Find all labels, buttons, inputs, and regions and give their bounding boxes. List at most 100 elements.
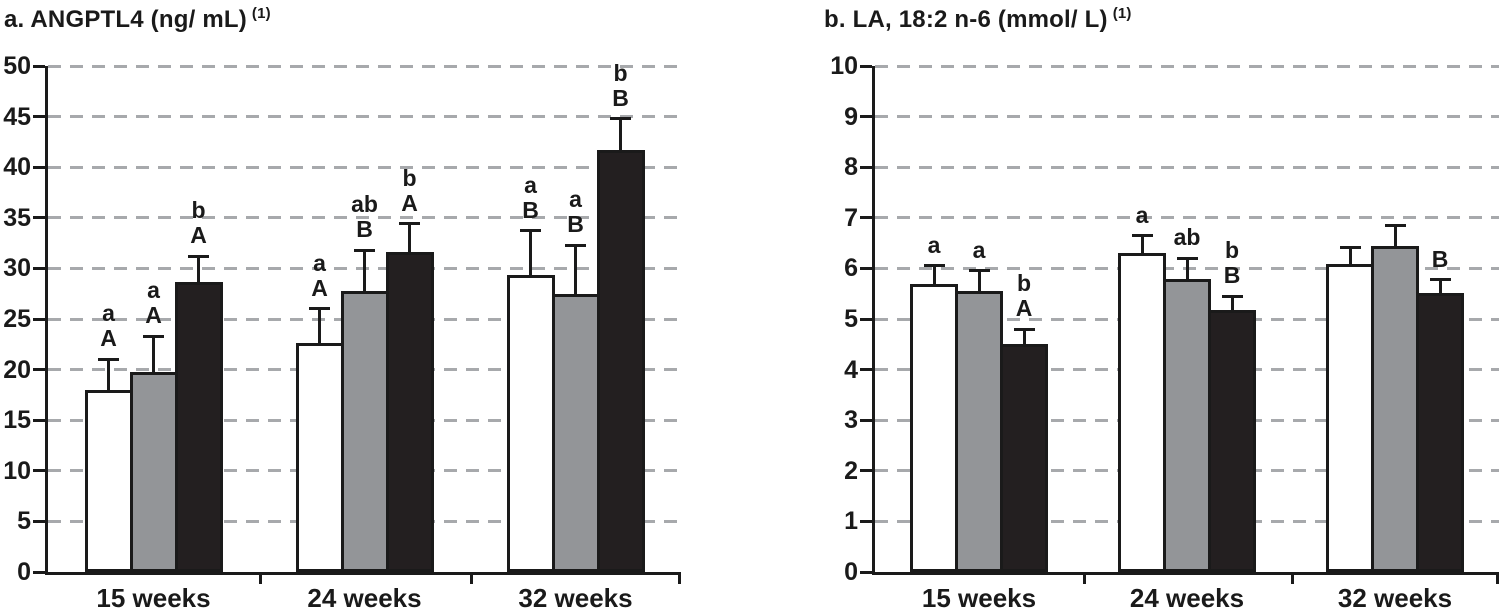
x-axis-label-32-weeks: 32 weeks xyxy=(1337,583,1453,613)
error-bar xyxy=(529,230,532,276)
error-bar-cap xyxy=(1429,278,1451,282)
y-axis-label: 50 xyxy=(3,52,31,80)
error-bar-cap xyxy=(1339,245,1361,249)
x-axis-label-24-weeks: 24 weeks xyxy=(307,583,422,613)
y-axis-tick xyxy=(33,570,45,574)
plot-area-la: 0 1 2 3 4 5 6 7 8 9 10 15 weeks a a b A 24 weeks a ab b B 32 … xyxy=(830,52,1499,613)
y-axis-tick xyxy=(860,418,872,422)
y-axis-label: 1 xyxy=(844,507,858,536)
gridline xyxy=(875,64,1499,68)
chart-title-text: b. LA, 18:2 n-6 (mmol/ L) xyxy=(824,6,1108,33)
y-axis-label: 35 xyxy=(3,203,31,232)
error-bar xyxy=(152,336,155,372)
bar-grey-bar-32-weeks xyxy=(551,293,600,572)
y-axis-tick xyxy=(860,570,872,574)
y-axis-tick xyxy=(860,317,872,321)
x-axis-tick xyxy=(470,575,473,584)
error-bar-cap xyxy=(1384,223,1406,227)
gridline xyxy=(875,115,1499,119)
gridline xyxy=(48,115,681,119)
error-bar-cap xyxy=(1013,327,1035,331)
y-axis-label: 6 xyxy=(844,254,858,283)
error-bar-cap xyxy=(399,222,420,226)
y-axis-label: 45 xyxy=(3,102,31,131)
bar-black-bar-15-weeks xyxy=(1000,344,1048,572)
x-axis-label-15-weeks: 15 weeks xyxy=(96,583,211,613)
x-axis-tick xyxy=(678,575,681,584)
gridline xyxy=(875,165,1499,169)
error-bar xyxy=(1348,247,1352,265)
gridline xyxy=(48,216,681,220)
gridline xyxy=(48,165,681,169)
bar-white-bar-32-weeks xyxy=(506,275,555,572)
y-axis-label: 10 xyxy=(830,52,858,80)
error-bar xyxy=(408,223,411,253)
y-axis-label: 0 xyxy=(844,558,858,586)
y-axis-label: 25 xyxy=(3,305,31,333)
error-bar-cap xyxy=(968,269,990,273)
bar-white-bar-15-weeks xyxy=(84,389,133,572)
y-axis-tick xyxy=(860,165,872,169)
bar-white-bar-32-weeks xyxy=(1326,264,1374,572)
y-axis-tick xyxy=(33,64,45,68)
x-axis-tick xyxy=(1083,575,1086,584)
y-axis-label: 9 xyxy=(844,102,858,131)
chart-title-angptl4: a. ANGPTL4 (ng/ mL) (1) xyxy=(4,5,271,34)
y-axis-label: 8 xyxy=(844,153,858,182)
y-axis-tick xyxy=(860,216,872,220)
error-bar-cap xyxy=(565,243,586,247)
error-bar xyxy=(107,359,110,390)
error-bar xyxy=(197,256,200,282)
error-bar xyxy=(1185,258,1189,279)
bar-black-bar-24-weeks xyxy=(1208,309,1256,572)
y-axis-tick xyxy=(33,519,45,523)
error-bar xyxy=(1393,225,1397,246)
bar-grey-bar-24-weeks xyxy=(1163,278,1211,572)
bar-grey-bar-24-weeks xyxy=(340,290,389,572)
error-bar-cap xyxy=(610,117,631,121)
error-bar xyxy=(977,270,981,292)
error-bar xyxy=(363,250,366,291)
error-bar-cap xyxy=(1176,256,1198,260)
significance-label: a xyxy=(972,236,986,263)
error-bar-cap xyxy=(354,248,375,252)
y-axis-tick xyxy=(33,266,45,270)
x-axis-tick xyxy=(259,575,262,584)
y-axis-tick xyxy=(860,519,872,523)
y-axis-label: 3 xyxy=(844,406,858,435)
bar-white-bar-24-weeks xyxy=(295,343,344,572)
bar-black-bar-32-weeks xyxy=(596,149,645,572)
plot-area-angptl4: 0 5 10 15 20 25 30 35 40 45 50 15 weeks a A a A b A 24 wee… xyxy=(3,52,681,613)
gridline xyxy=(48,64,681,68)
y-axis-label: 5 xyxy=(17,507,31,536)
x-axis-tick xyxy=(1291,575,1294,584)
bar-grey-bar-32-weeks xyxy=(1371,245,1419,572)
y-axis-label: 15 xyxy=(3,406,31,435)
y-axis-label: 30 xyxy=(3,254,31,283)
y-axis-tick xyxy=(860,115,872,119)
error-bar-cap xyxy=(1131,234,1153,237)
x-axis-label-24-weeks: 24 weeks xyxy=(1129,583,1245,613)
y-axis-label: 40 xyxy=(3,153,31,182)
y-axis-tick xyxy=(860,469,872,473)
chart-title-la: b. LA, 18:2 n-6 (mmol/ L) (1) xyxy=(824,5,1132,34)
chart-title-text: a. ANGPTL4 (ng/ mL) xyxy=(4,6,247,33)
y-axis-label: 20 xyxy=(3,355,31,384)
significance-label: ab B xyxy=(351,191,378,243)
bar-black-bar-32-weeks xyxy=(1416,292,1464,572)
error-bar-cap xyxy=(188,254,209,258)
error-bar xyxy=(1140,235,1144,254)
significance-label: ab xyxy=(1173,224,1201,251)
y-axis-tick xyxy=(33,368,45,372)
y-axis-tick xyxy=(33,216,45,220)
significance-label: a xyxy=(927,231,941,258)
